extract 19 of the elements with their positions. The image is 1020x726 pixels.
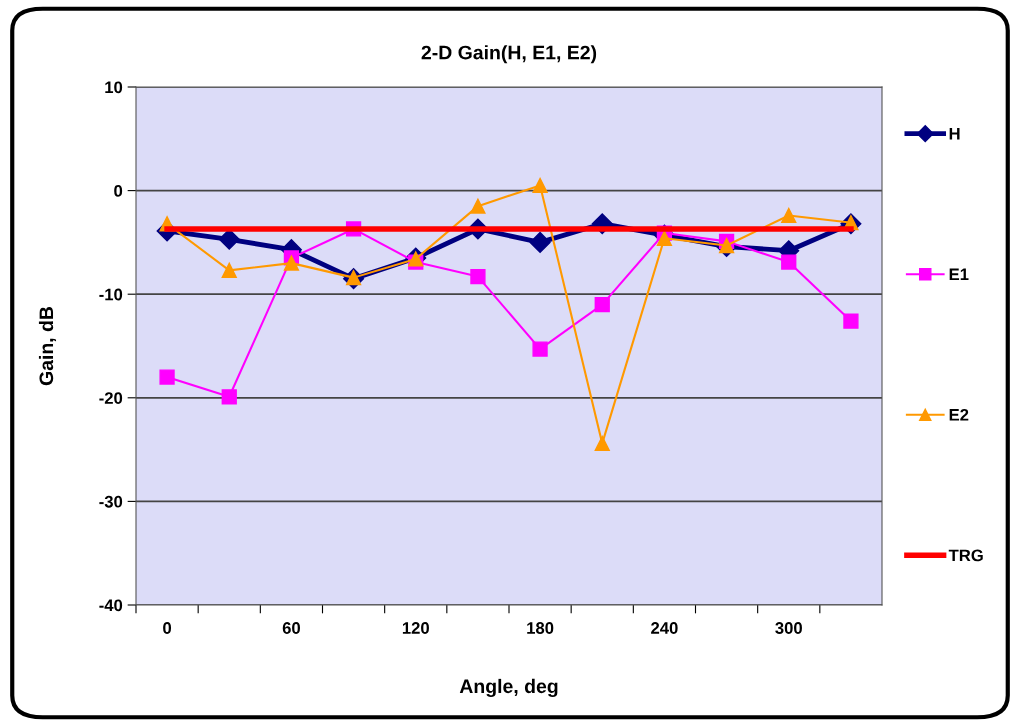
legend-label: TRG	[948, 549, 983, 562]
y-tick-label: 10	[105, 81, 123, 94]
y-tick-label: -10	[99, 288, 123, 301]
legend-label: H	[949, 128, 960, 140]
x-tick-label: 300	[775, 622, 802, 634]
legend-label: E1	[949, 268, 969, 281]
chart-title: 2-D Gain(H, E1, E2)	[421, 45, 597, 64]
x-axis-title: Angle, deg	[459, 678, 558, 698]
x-tick-label: 120	[402, 622, 429, 634]
x-tick-label: 60	[282, 622, 300, 634]
x-tick-label: 180	[527, 622, 554, 634]
y-tick-label: -30	[99, 495, 123, 508]
legend-label: E2	[949, 408, 969, 421]
y-axis-title: Gain, dB	[38, 306, 57, 386]
y-tick-label: -40	[99, 599, 123, 612]
x-tick-label: 0	[163, 622, 172, 634]
y-tick-label: -20	[99, 392, 123, 404]
y-tick-label: 0	[114, 185, 123, 197]
x-tick-label: 240	[651, 622, 678, 634]
